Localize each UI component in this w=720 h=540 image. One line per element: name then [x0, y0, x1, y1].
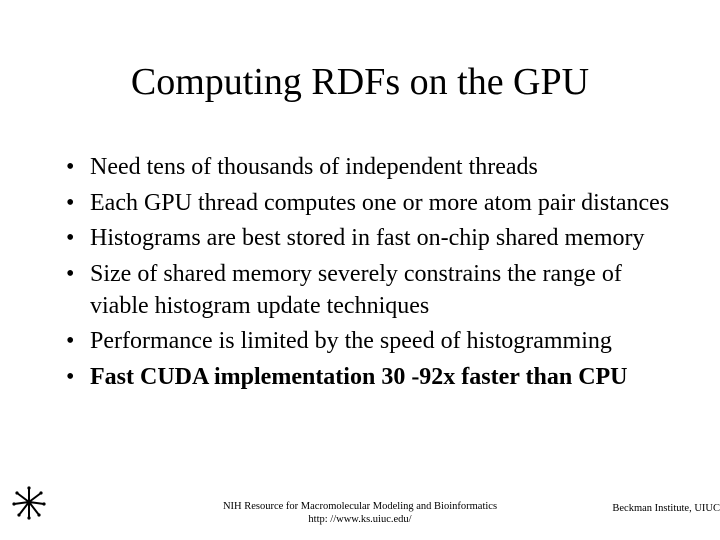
- bullet-item: Each GPU thread computes one or more ato…: [66, 188, 676, 220]
- footer-url: http: //www.ks.uiuc.edu/: [223, 513, 497, 526]
- bullet-text: Each GPU thread computes one or more ato…: [90, 190, 669, 216]
- bullet-list: Need tens of thousands of independent th…: [44, 152, 676, 394]
- bullet-text: Performance is limited by the speed of h…: [90, 328, 612, 354]
- bullet-text: Size of shared memory severely constrain…: [90, 261, 622, 319]
- footer-center: NIH Resource for Macromolecular Modeling…: [223, 500, 497, 526]
- ncsa-logo-icon: [6, 484, 52, 530]
- bullet-text: Fast CUDA implementation 30 -92x faster …: [90, 364, 628, 390]
- bullet-text: Need tens of thousands of independent th…: [90, 154, 538, 180]
- bullet-item: Need tens of thousands of independent th…: [66, 152, 676, 184]
- bullet-item: Performance is limited by the speed of h…: [66, 326, 676, 358]
- bullet-item: Histograms are best stored in fast on-ch…: [66, 223, 676, 255]
- slide-footer: NIH Resource for Macromolecular Modeling…: [0, 486, 720, 530]
- footer-org: NIH Resource for Macromolecular Modeling…: [223, 500, 497, 513]
- bullet-item: Size of shared memory severely constrain…: [66, 259, 676, 322]
- footer-institute: Beckman Institute, UIUC: [612, 503, 720, 514]
- slide: Computing RDFs on the GPU Need tens of t…: [0, 0, 720, 540]
- bullet-item: Fast CUDA implementation 30 -92x faster …: [66, 362, 676, 394]
- bullet-text: Histograms are best stored in fast on-ch…: [90, 225, 645, 251]
- slide-title: Computing RDFs on the GPU: [44, 60, 676, 104]
